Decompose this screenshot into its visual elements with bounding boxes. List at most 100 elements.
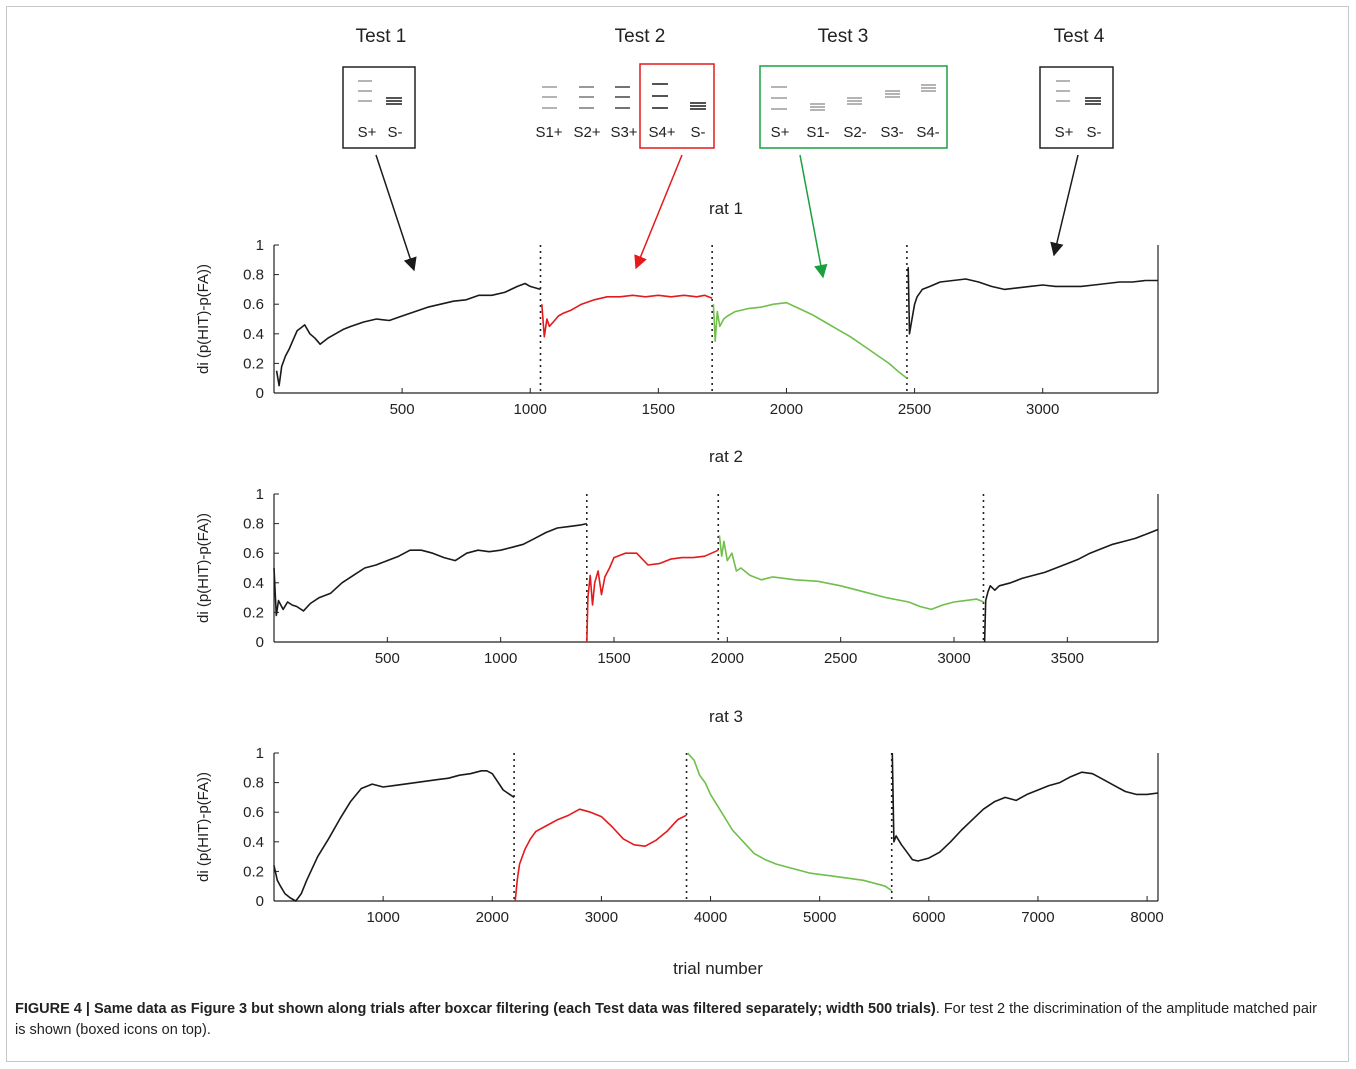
stimulus-label: S4- (916, 124, 939, 141)
test3-arrow (799, 154, 828, 279)
series-line-test2 (514, 808, 687, 902)
series-line-test3 (687, 752, 893, 892)
caption-text: . For test 2 the discrimination of the a… (15, 1001, 1317, 1038)
x-tick-label: 3000 (585, 909, 618, 926)
series-line-test1 (273, 522, 587, 617)
x-tick-label: 2500 (898, 401, 931, 418)
stimulus-icon (847, 97, 862, 105)
x-tick-label: 500 (375, 650, 400, 667)
stimulus-icon (1056, 80, 1070, 102)
x-tick-label: 2000 (476, 909, 509, 926)
y-tick-label: 1 (256, 237, 264, 254)
rat3-panel: rat 3 di (p(HIT)-p(FA)) 0 0.2 0.4 0.6 0.8 1 1000… (195, 707, 1164, 926)
y-axis-label: di (p(HIT)-p(FA)) (195, 772, 212, 882)
y-tick-label: 0.2 (243, 863, 264, 880)
series-line-test4 (891, 752, 1159, 862)
test1-arrow (375, 154, 417, 272)
stimulus-icon (386, 97, 402, 105)
test4-icon-box: S+ S- (1039, 66, 1114, 149)
x-tick-label: 4000 (694, 909, 727, 926)
panel-title: rat 1 (709, 199, 743, 218)
figure-frame (6, 6, 1349, 1062)
stimulus-icon (690, 102, 706, 110)
y-tick-label: 0.8 (243, 267, 264, 284)
series-line-test3 (712, 301, 908, 379)
x-tick-label: 1000 (484, 650, 517, 667)
test-title: Test 3 (818, 26, 869, 47)
stimulus-label: S- (1087, 124, 1102, 141)
y-tick-label: 0.4 (243, 834, 264, 851)
x-tick-label: 7000 (1021, 909, 1054, 926)
stimulus-icon (810, 103, 825, 111)
x-tick-label: 3000 (1026, 401, 1059, 418)
x-tick-label: 1500 (597, 650, 630, 667)
series-line-test3 (718, 535, 984, 611)
y-tick-label: 0.4 (243, 575, 264, 592)
test2-arrow (634, 154, 683, 270)
test1-icon-box: S+ S- (342, 66, 416, 149)
y-tick-label: 0 (256, 634, 264, 651)
stimulus-label: S1+ (535, 124, 562, 141)
y-tick-label: 0.6 (243, 545, 264, 562)
stimulus-label: S3+ (610, 124, 637, 141)
stimulus-label: S- (691, 124, 706, 141)
x-tick-label: 1000 (514, 401, 547, 418)
y-tick-label: 0.4 (243, 326, 264, 343)
test3-icon-box: S+ S1- S2- S3- S4- (759, 65, 948, 149)
stimulus-icon (615, 86, 630, 109)
x-tick-label: 5000 (803, 909, 836, 926)
series-line-test4 (983, 528, 1159, 643)
stimulus-icon (885, 90, 900, 98)
x-tick-label: 6000 (912, 909, 945, 926)
stimulus-label: S+ (358, 124, 377, 141)
y-tick-label: 0 (256, 385, 264, 402)
stimulus-label: S4+ (648, 124, 675, 141)
y-tick-label: 0.2 (243, 604, 264, 621)
stimulus-label: S+ (1055, 124, 1074, 141)
x-tick-label: 3500 (1051, 650, 1084, 667)
x-tick-label: 8000 (1130, 909, 1163, 926)
x-tick-label: 1000 (366, 909, 399, 926)
x-tick-label: 500 (390, 401, 415, 418)
amplitude-matched-box (639, 63, 715, 149)
stimulus-icon (1085, 97, 1101, 105)
stimulus-label: S2+ (573, 124, 600, 141)
test-title: Test 2 (615, 26, 666, 47)
stimulus-label: S1- (806, 124, 829, 141)
series-line-test1 (275, 282, 541, 387)
stimulus-icon (358, 80, 372, 102)
series-line-test4 (907, 267, 1158, 335)
y-tick-label: 0.8 (243, 775, 264, 792)
test-title: Test 4 (1054, 26, 1105, 47)
series-line-test2 (586, 549, 719, 643)
x-axis-label: trial number (673, 959, 763, 978)
y-tick-label: 0.6 (243, 296, 264, 313)
y-tick-label: 1 (256, 745, 264, 762)
x-tick-label: 3000 (937, 650, 970, 667)
stimulus-label: S- (388, 124, 403, 141)
y-tick-label: 0.6 (243, 804, 264, 821)
y-tick-label: 1 (256, 486, 264, 503)
figure-caption: FIGURE 4 | Same data as Figure 3 but sho… (15, 999, 1330, 1041)
x-tick-label: 2500 (824, 650, 857, 667)
y-tick-label: 0.2 (243, 355, 264, 372)
y-axis-label: di (p(HIT)-p(FA)) (195, 264, 212, 374)
panel-title: rat 3 (709, 707, 743, 726)
x-tick-label: 2000 (770, 401, 803, 418)
series-line-test2 (541, 294, 713, 338)
stimulus-icon (771, 86, 787, 110)
y-axis-label: di (p(HIT)-p(FA)) (195, 513, 212, 623)
series-line-test1 (273, 769, 515, 902)
x-tick-label: 2000 (711, 650, 744, 667)
stimulus-label: S3- (880, 124, 903, 141)
stimulus-icon (921, 84, 936, 92)
stimulus-label: S+ (771, 124, 790, 141)
panel-title: rat 2 (709, 447, 743, 466)
test-title: Test 1 (356, 26, 407, 47)
x-tick-label: 1500 (642, 401, 675, 418)
stimulus-icon (652, 83, 668, 109)
test4-arrow (1050, 154, 1079, 257)
